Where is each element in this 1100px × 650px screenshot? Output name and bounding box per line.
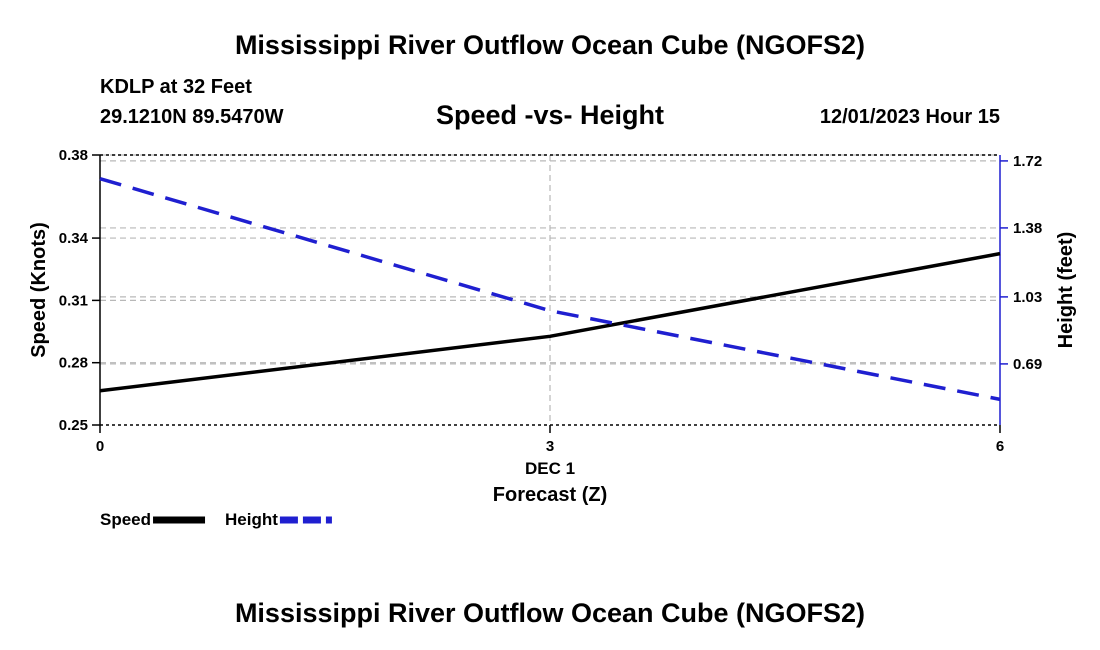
y-axis-title: Speed (Knots) [28,222,50,358]
main-title: Mississippi River Outflow Ocean Cube (NG… [234,30,866,60]
y2-axis-title: Height (feet) [1055,232,1077,349]
x-tick-label: 6 [996,438,1004,455]
station-label: KDLP at 32 Feet [100,76,252,98]
x-tick-label: 3 [546,438,554,455]
y-tick-label: 0.38 [59,147,88,164]
datetime-label: 12/01/2023 Hour 15 [819,106,1000,128]
y2-tick-label: 1.38 [1013,220,1042,237]
series-line-height [99,176,1001,402]
legend-label-speed: Speed [100,510,151,529]
x-axis-title: Forecast (Z) [493,484,607,506]
y-tick-label: 0.28 [59,355,88,372]
chart-subtitle: Speed -vs- Height [435,100,665,130]
y2-tick-label: 1.72 [1013,153,1042,170]
coordinates-label: 29.1210N 89.5470W [100,106,284,128]
y-tick-label: 0.31 [59,292,88,309]
x-day-label: DEC 1 [525,459,575,478]
legend-label-height: Height [225,510,278,529]
y-tick-label: 0.34 [59,230,89,247]
y2-tick-label: 0.69 [1013,356,1042,373]
y2-tick-label: 1.03 [1013,289,1042,306]
x-tick-label: 0 [96,438,104,455]
y-tick-label: 0.25 [59,417,88,434]
footer-title: Mississippi River Outflow Ocean Cube (NG… [234,598,866,628]
